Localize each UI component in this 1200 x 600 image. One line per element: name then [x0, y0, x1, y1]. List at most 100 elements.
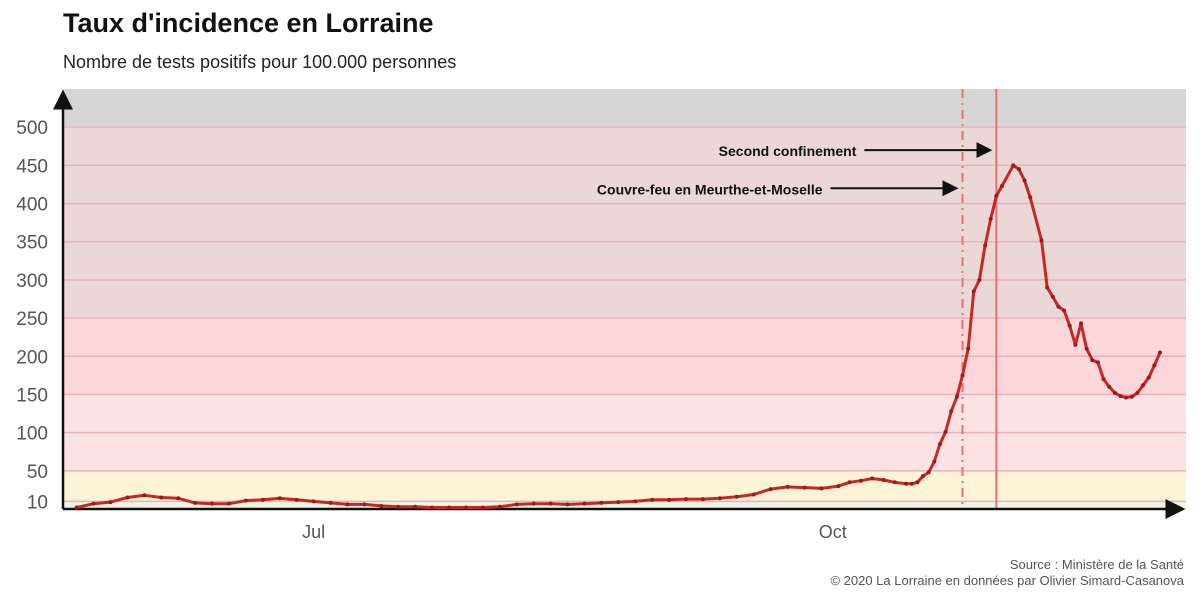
- data-point-65: [983, 243, 988, 248]
- data-point-39: [734, 494, 739, 499]
- y-tick-label-150: 150: [16, 385, 48, 406]
- y-tick-label-250: 250: [16, 309, 48, 330]
- data-point-75: [1050, 294, 1055, 299]
- data-point-48: [870, 476, 875, 481]
- y-tick-label-200: 200: [16, 347, 48, 368]
- data-point-14: [311, 499, 316, 504]
- data-point-27: [531, 501, 536, 506]
- data-point-8: [210, 501, 215, 506]
- data-point-69: [1011, 163, 1016, 168]
- y-tick-label-10: 10: [27, 492, 48, 513]
- y-tick-label-500: 500: [16, 118, 48, 139]
- data-point-90: [1135, 390, 1140, 395]
- data-point-93: [1152, 363, 1157, 368]
- y-tick-label-50: 50: [27, 462, 48, 483]
- data-point-23: [463, 505, 468, 510]
- data-point-86: [1112, 390, 1117, 395]
- data-point-0: [74, 505, 79, 510]
- data-point-44: [819, 486, 824, 491]
- data-point-88: [1124, 395, 1129, 400]
- data-point-28: [548, 501, 553, 506]
- data-point-94: [1158, 350, 1162, 355]
- data-point-25: [497, 504, 502, 509]
- data-point-87: [1118, 393, 1123, 398]
- data-point-37: [700, 497, 705, 502]
- data-point-73: [1039, 238, 1044, 243]
- data-point-33: [633, 499, 638, 504]
- data-point-5: [159, 495, 164, 500]
- data-point-70: [1016, 167, 1021, 172]
- data-point-21: [430, 505, 435, 510]
- copyright-note: © 2020 La Lorraine en données par Olivie…: [830, 573, 1184, 588]
- data-point-13: [294, 497, 299, 502]
- data-point-45: [836, 484, 841, 489]
- data-point-60: [954, 394, 959, 399]
- band-0: [63, 501, 1186, 509]
- data-point-91: [1141, 383, 1146, 388]
- data-point-35: [667, 497, 672, 502]
- data-point-64: [977, 277, 982, 282]
- data-point-10: [243, 498, 248, 503]
- data-point-24: [480, 505, 485, 510]
- data-point-20: [413, 504, 418, 509]
- data-point-4: [142, 493, 147, 498]
- data-point-42: [785, 484, 790, 489]
- data-point-82: [1090, 358, 1095, 363]
- data-point-47: [858, 478, 863, 483]
- data-point-67: [994, 193, 999, 198]
- data-point-26: [514, 502, 519, 507]
- event-label-0: Couvre-feu en Meurthe-et-Moselle: [597, 181, 823, 197]
- data-point-51: [904, 481, 909, 486]
- data-point-54: [921, 474, 926, 479]
- data-point-11: [260, 497, 265, 502]
- data-point-50: [892, 480, 897, 485]
- data-point-89: [1129, 394, 1134, 399]
- data-point-12: [277, 496, 282, 501]
- data-point-56: [932, 459, 937, 464]
- data-point-79: [1073, 342, 1078, 347]
- data-point-80: [1079, 321, 1084, 326]
- data-point-16: [345, 502, 350, 507]
- data-point-7: [193, 500, 198, 505]
- data-point-76: [1056, 304, 1061, 309]
- data-point-6: [176, 496, 181, 501]
- data-point-85: [1107, 384, 1112, 389]
- data-point-34: [650, 497, 655, 502]
- chart-title: Taux d'incidence en Lorraine: [63, 8, 434, 38]
- y-tick-label-450: 450: [16, 156, 48, 177]
- data-point-36: [684, 497, 689, 502]
- data-point-41: [768, 487, 773, 492]
- data-point-17: [362, 502, 367, 507]
- data-point-92: [1146, 375, 1151, 380]
- data-point-81: [1084, 346, 1089, 351]
- data-point-1: [91, 501, 96, 506]
- source-note: Source : Ministère de la Santé: [1009, 557, 1184, 572]
- x-tick-label-jul: Jul: [302, 522, 325, 542]
- band-1: [63, 470, 1186, 502]
- data-point-63: [971, 289, 976, 294]
- data-point-40: [751, 492, 756, 497]
- data-point-2: [108, 500, 113, 505]
- data-point-32: [616, 500, 621, 505]
- data-point-49: [881, 477, 886, 482]
- data-point-22: [447, 505, 452, 510]
- data-point-71: [1022, 178, 1027, 183]
- data-point-72: [1028, 195, 1033, 200]
- band-4: [63, 127, 1186, 319]
- chart-subtitle: Nombre de tests positifs pour 100.000 pe…: [63, 52, 457, 72]
- data-point-74: [1045, 285, 1050, 290]
- data-point-31: [599, 500, 604, 505]
- data-point-38: [717, 496, 722, 501]
- data-point-18: [379, 503, 384, 508]
- event-label-1: Second confinement: [719, 143, 857, 159]
- y-tick-label-100: 100: [16, 424, 48, 445]
- y-tick-label-400: 400: [16, 195, 48, 216]
- data-point-43: [802, 485, 807, 490]
- data-point-30: [582, 501, 587, 506]
- data-point-84: [1101, 377, 1106, 382]
- data-point-77: [1062, 308, 1067, 313]
- data-point-59: [949, 409, 954, 414]
- data-point-66: [988, 216, 993, 221]
- data-point-19: [396, 504, 401, 509]
